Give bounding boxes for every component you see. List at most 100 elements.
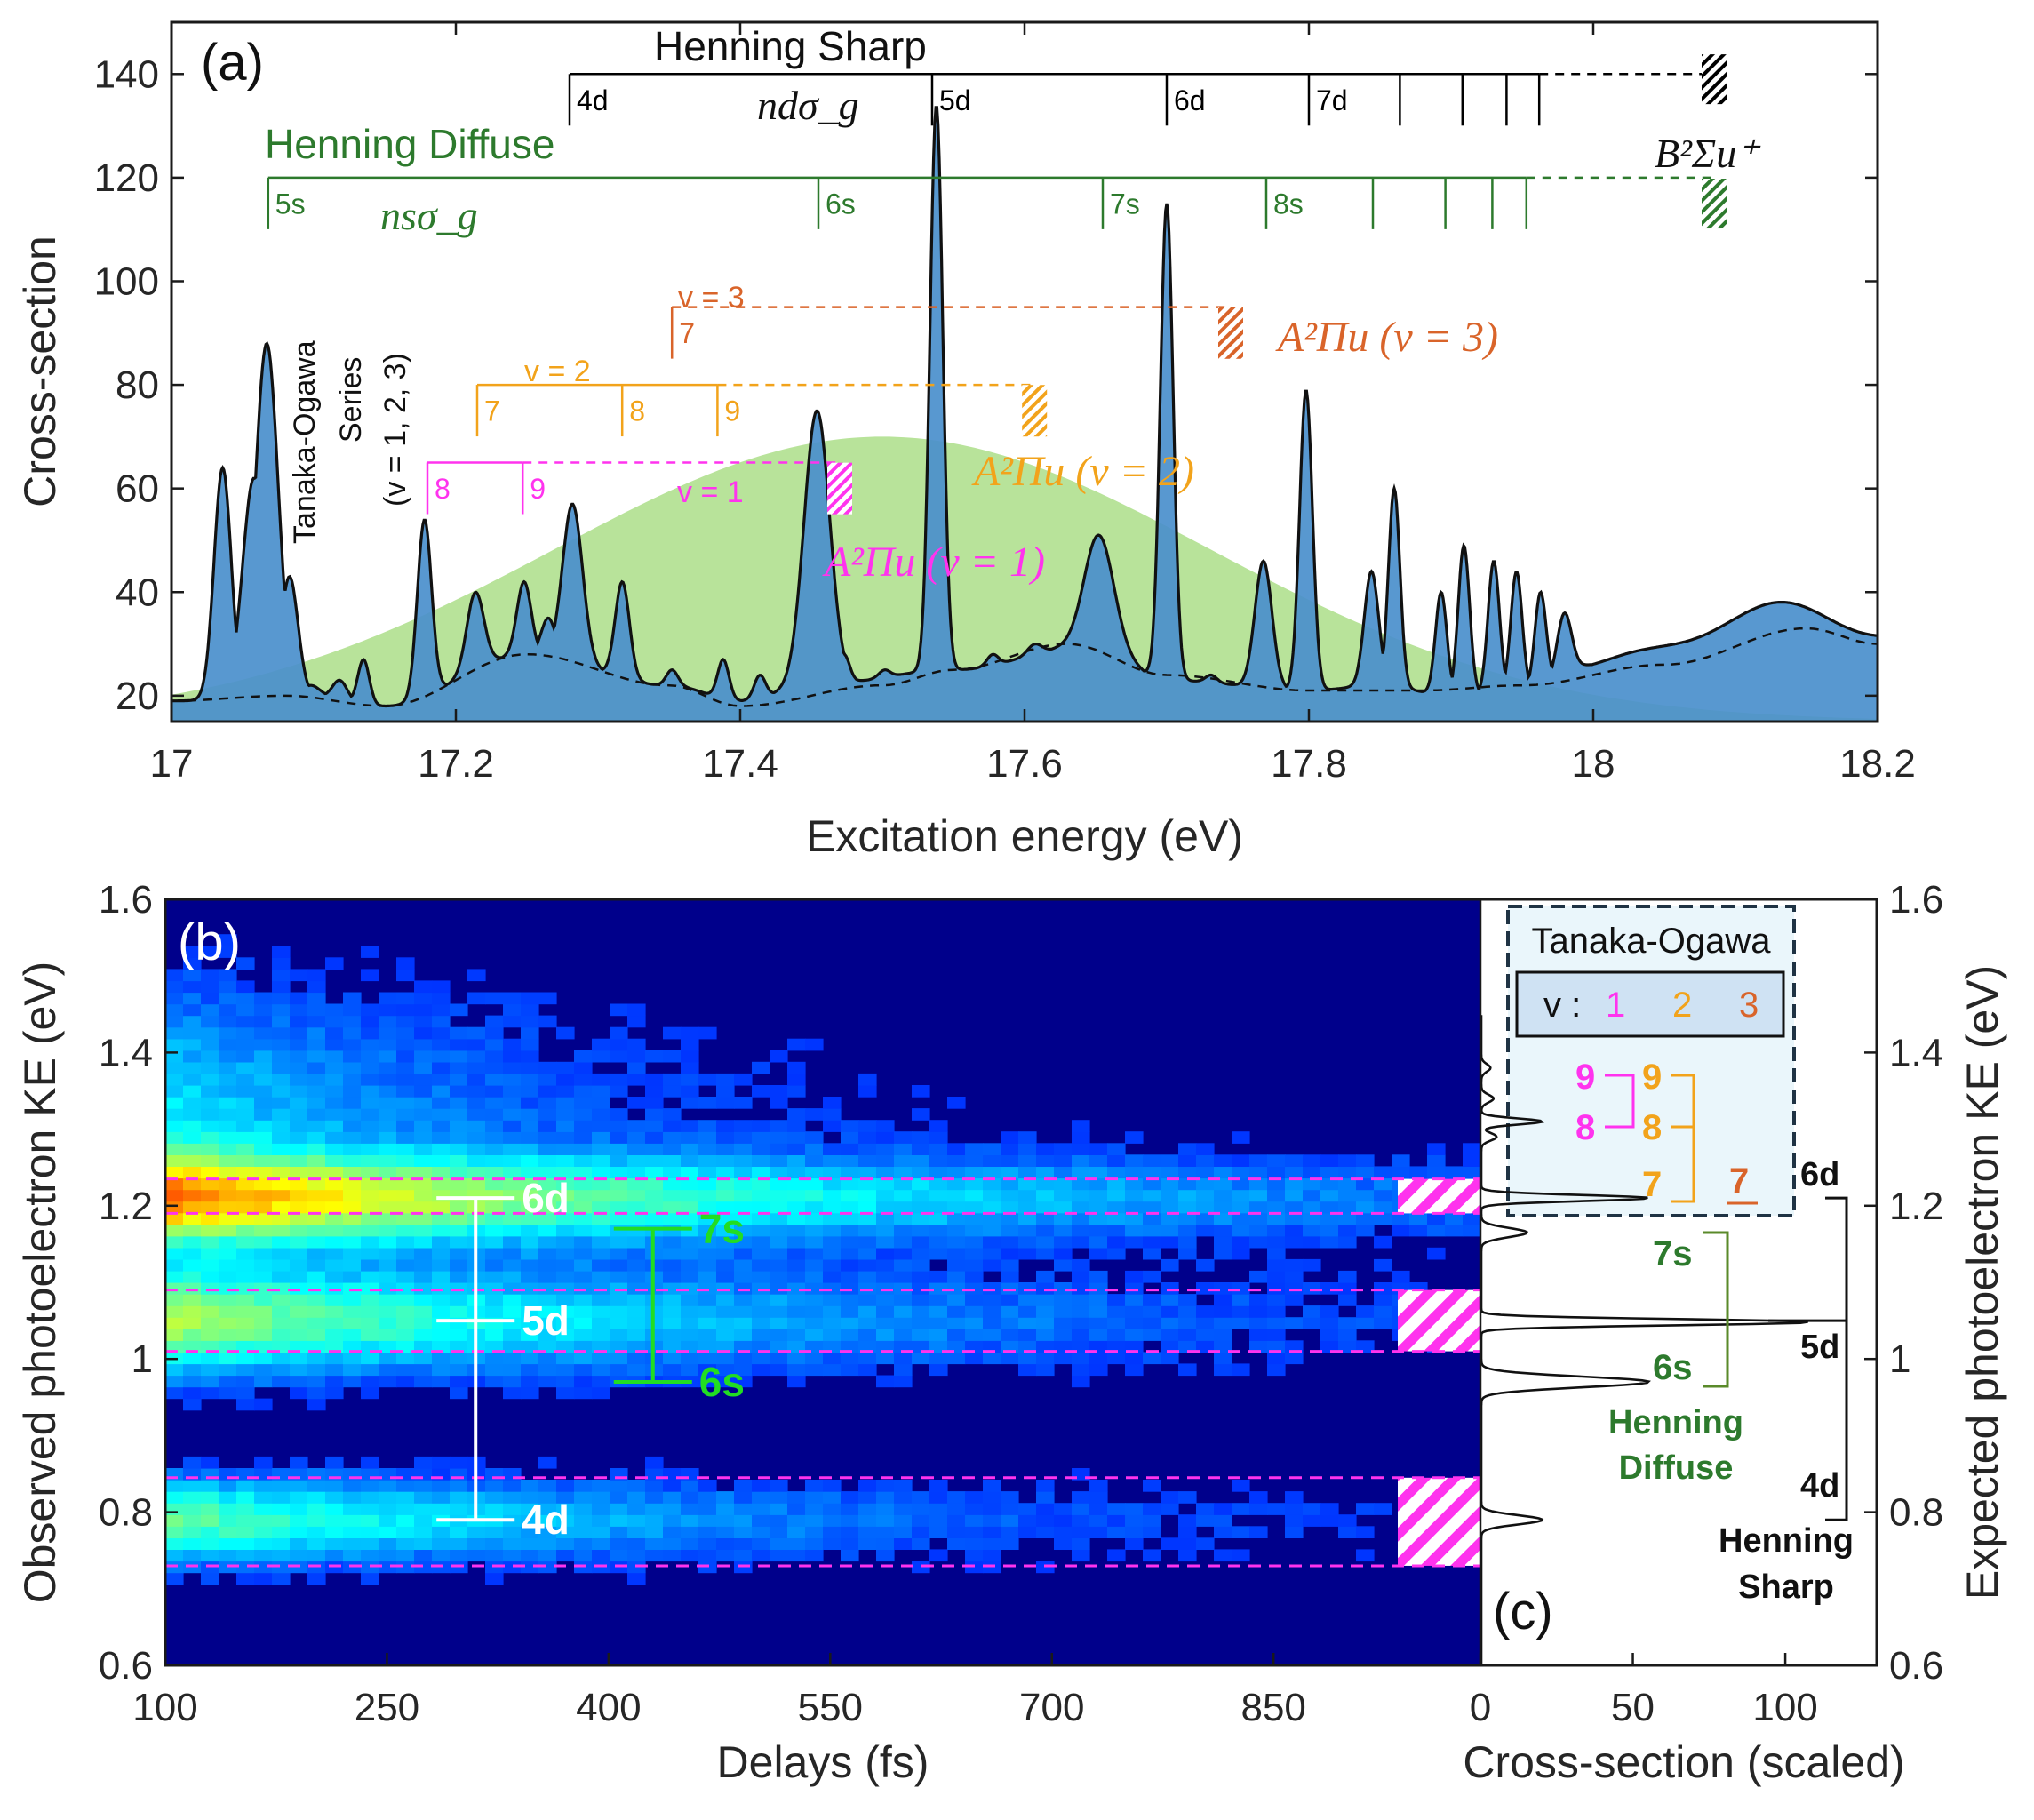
heatmap-cell — [521, 1270, 539, 1283]
heatmap-cell — [1072, 1375, 1090, 1388]
x-tick-label-b: 250 — [355, 1686, 419, 1729]
heatmap-cell — [1232, 1177, 1250, 1191]
heatmap-cell — [716, 1177, 735, 1191]
heatmap-cell — [1089, 1317, 1108, 1329]
heatmap-cell — [1463, 1166, 1480, 1179]
heatmap-cell — [698, 1177, 717, 1191]
heatmap-cell — [538, 1097, 557, 1109]
heatmap-cell — [1214, 1526, 1232, 1538]
panel-label-b: (b) — [178, 914, 241, 971]
heatmap-cell — [574, 1224, 593, 1237]
heatmap-cell — [236, 1282, 255, 1295]
heatmap-cell — [1196, 1154, 1215, 1167]
heatmap-cell — [574, 1258, 593, 1272]
heatmap-cell — [1303, 1503, 1321, 1515]
heatmap-cell — [1143, 1480, 1161, 1492]
heatmap-cell — [1196, 1143, 1215, 1155]
heatmap-cell — [912, 1177, 930, 1191]
heatmap-cell — [983, 1526, 1001, 1538]
heatmap-cell — [592, 1305, 610, 1318]
heatmap-cell — [201, 1258, 219, 1272]
heatmap-cell — [947, 1526, 966, 1538]
heatmap-cell — [432, 1143, 451, 1155]
heatmap-cell — [716, 1247, 735, 1260]
heatmap-cell — [1072, 1120, 1090, 1132]
heatmap-cell — [290, 1177, 308, 1191]
heatmap-cell — [770, 1282, 788, 1295]
heatmap-cell — [467, 1085, 486, 1098]
heatmap-cell — [290, 1537, 308, 1550]
heatmap-cell — [290, 1317, 308, 1329]
heatmap-cell — [610, 1294, 628, 1306]
heatmap-cell — [254, 1224, 273, 1237]
heatmap-cell — [450, 1050, 468, 1063]
heatmap-cell — [912, 1166, 930, 1179]
heatmap-cell — [1196, 1166, 1215, 1179]
heatmap-cell — [1374, 1212, 1392, 1225]
heatmap-cell — [1161, 1340, 1179, 1353]
heatmap-cell — [538, 1224, 557, 1237]
heatmap-cell — [414, 1235, 433, 1249]
heatmap-cell — [929, 1282, 948, 1295]
heatmap-cell — [432, 1305, 451, 1318]
heatmap-cell — [734, 1097, 753, 1109]
heatmap-cell — [183, 1143, 202, 1155]
heatmap-cell — [1232, 1201, 1250, 1214]
heatmap-cell — [1036, 1317, 1055, 1329]
heatmap-cell — [858, 1363, 877, 1377]
heatmap-cell — [627, 1015, 646, 1028]
heatmap-cell — [645, 1050, 664, 1063]
heatmap-cell — [485, 1247, 504, 1260]
heatmap-cell — [503, 1143, 522, 1155]
heatmap-cell — [379, 992, 397, 1005]
heatmap-cell — [467, 969, 486, 982]
heatmap-cell — [734, 1270, 753, 1283]
heatmap-cell — [787, 1526, 806, 1538]
heatmap-cell — [858, 1247, 877, 1260]
heatmap-cell — [1143, 1177, 1161, 1191]
heatmap-cell — [929, 1294, 948, 1306]
heatmap-cell — [432, 1456, 451, 1469]
heatmap-cell — [610, 1154, 628, 1167]
heatmap-cell — [538, 1491, 557, 1504]
heatmap-cell — [485, 1491, 504, 1504]
heatmap-cell — [912, 1201, 930, 1214]
heatmap-cell — [1196, 1503, 1215, 1515]
heatmap-cell — [610, 1038, 628, 1051]
heatmap-cell — [254, 1038, 273, 1051]
heatmap-cell — [485, 1363, 504, 1377]
heatmap-cell — [1196, 1305, 1215, 1318]
heatmap-cell — [219, 1061, 237, 1074]
heatmap-cell — [307, 1235, 326, 1249]
heatmap-cell — [752, 1526, 770, 1538]
heatmap-cell — [805, 1108, 824, 1121]
heatmap-cell — [1001, 1201, 1019, 1214]
heatmap-cell — [254, 1235, 273, 1249]
heatmap-cell — [1036, 1514, 1055, 1527]
heatmap-cell — [592, 1537, 610, 1550]
heatmap-cell — [1036, 1294, 1055, 1306]
heatmap-cell — [1303, 1189, 1321, 1202]
heatmap-cell — [894, 1526, 913, 1538]
heatmap-cell — [183, 1050, 202, 1063]
heatmap-cell — [361, 1537, 379, 1550]
heatmap-cell — [592, 1480, 610, 1492]
heatmap-cell — [1054, 1201, 1073, 1214]
heatmap-cell — [1143, 1317, 1161, 1329]
heatmap-cell — [610, 1003, 628, 1017]
heatmap-cell — [201, 1061, 219, 1074]
heatmap-cell — [1285, 1317, 1304, 1329]
heatmap-cell — [1072, 1329, 1090, 1341]
heatmap-cell — [752, 1549, 770, 1562]
heatmap-cell — [396, 1491, 415, 1504]
heatmap-cell — [538, 1514, 557, 1527]
heatmap-cell — [183, 1375, 202, 1388]
heatmap-cell — [627, 1526, 646, 1538]
henning-sharp-tick-label: 6d — [1174, 84, 1206, 116]
heatmap-cell — [1054, 1212, 1073, 1225]
heatmap-cell — [183, 1398, 202, 1411]
heatmap-cell — [787, 1120, 806, 1132]
heatmap-cell — [521, 1015, 539, 1028]
heatmap-cell — [1143, 1270, 1161, 1283]
heatmap-cell — [1178, 1143, 1197, 1155]
